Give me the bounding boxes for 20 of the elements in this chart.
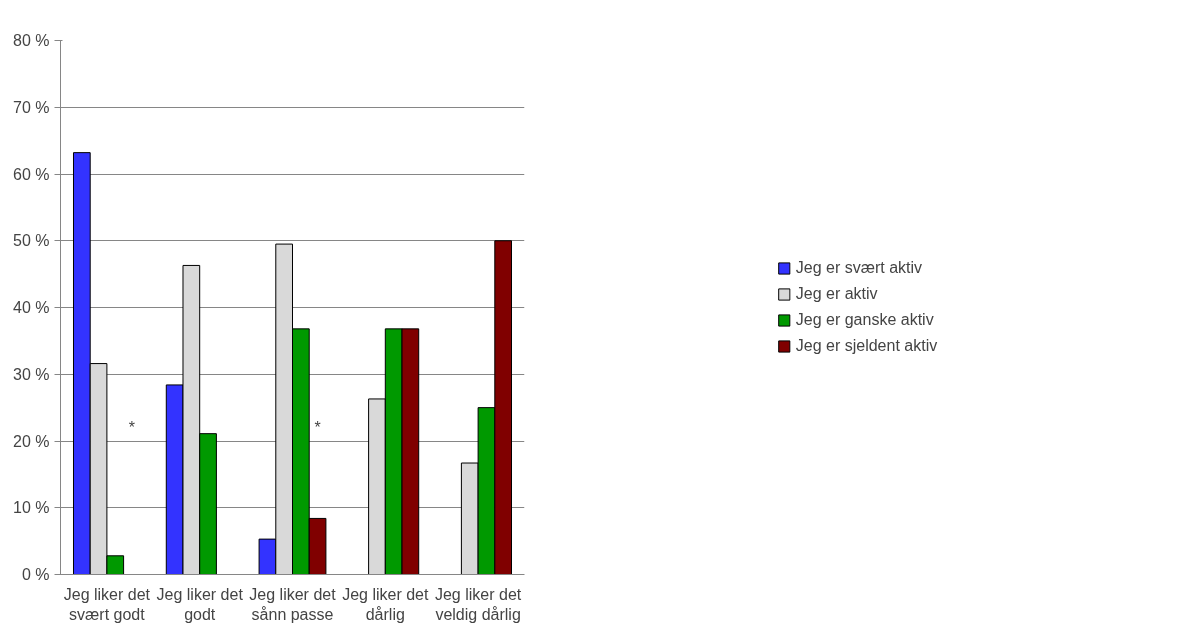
- annotation: *: [128, 419, 136, 437]
- x-tick-label: Jeg liker det svært godt: [63, 585, 151, 623]
- x-tick-label: Jeg liker det veldig dårlig: [434, 585, 522, 623]
- y-tick-label: 10 %: [13, 499, 50, 517]
- legend-label: Jeg er svært aktiv: [795, 259, 923, 277]
- y-tick-label: 60 %: [13, 165, 50, 183]
- legend-label: Jeg er ganske aktiv: [795, 311, 934, 329]
- y-tick-label: 40 %: [13, 299, 50, 316]
- y-tick-label: 30 %: [13, 365, 50, 383]
- y-tick-label: 80 %: [13, 32, 50, 49]
- x-tick-label: Jeg liker det sånn passe: [249, 585, 337, 623]
- y-tick-label: 0 %: [21, 566, 50, 583]
- y-tick-label: 50 %: [13, 232, 50, 250]
- y-tick-label: 20 %: [13, 432, 50, 450]
- annotation: *: [314, 419, 321, 437]
- y-tick-label: 70 %: [13, 98, 50, 116]
- x-tick-label: Jeg liker det dårlig: [342, 585, 429, 623]
- x-tick-label: Jeg liker det godt: [156, 585, 244, 623]
- legend-label: Jeg er aktiv: [795, 285, 878, 303]
- legend-label: Jeg er sjeldent aktiv: [795, 337, 938, 355]
